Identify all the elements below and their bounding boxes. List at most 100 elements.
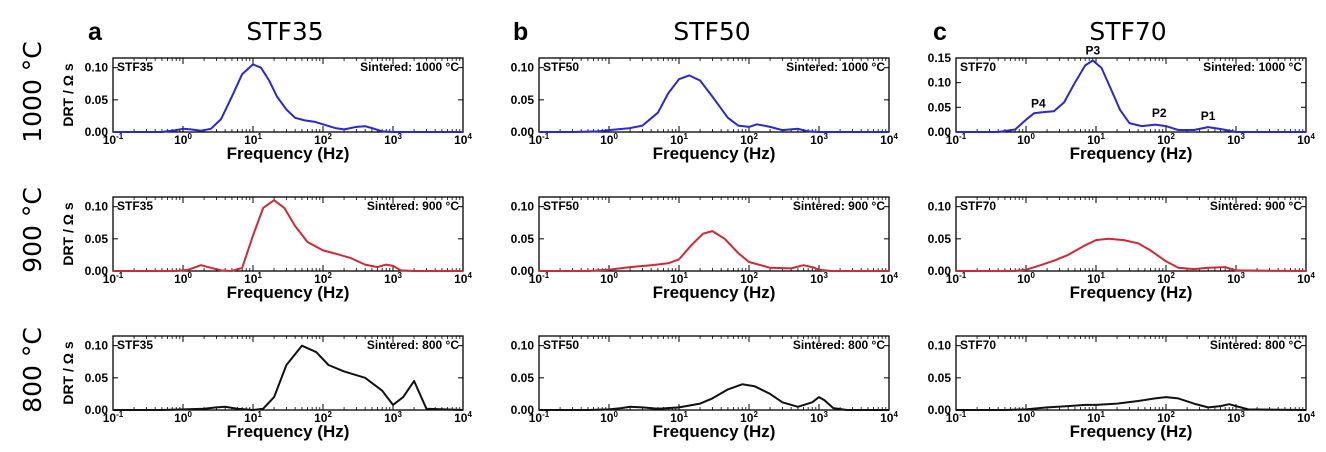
panel-sample-label: STF50 bbox=[543, 199, 579, 213]
panel-sample-label: STF70 bbox=[960, 60, 996, 74]
drt-series-line bbox=[113, 63, 463, 133]
column-title-stf35: STF35 bbox=[246, 17, 323, 46]
panel-letter-a: a bbox=[88, 18, 103, 46]
x-axis-label: Frequency (Hz) bbox=[653, 422, 776, 441]
y-tick-label: 0.05 bbox=[85, 371, 109, 385]
y-axis-label: DRT / Ω s bbox=[60, 341, 76, 405]
y-tick-label: 0.00 bbox=[511, 125, 535, 139]
x-axis-label: Frequency (Hz) bbox=[227, 283, 350, 302]
panel-sample-label: STF35 bbox=[117, 338, 153, 352]
y-tick-label: 0.05 bbox=[511, 371, 535, 385]
x-tick-label: 100 bbox=[600, 410, 618, 425]
y-tick-label: 0.05 bbox=[511, 232, 535, 246]
x-tick-label: 100 bbox=[1017, 410, 1035, 425]
x-axis-label: Frequency (Hz) bbox=[653, 144, 776, 163]
x-tick-label: 104 bbox=[454, 132, 472, 147]
x-tick-label: 103 bbox=[1227, 132, 1245, 147]
y-tick-label: 0.10 bbox=[928, 76, 952, 90]
plot-frame bbox=[955, 335, 1307, 411]
peak-label-p3: P3 bbox=[1085, 43, 1100, 57]
x-tick-label: 103 bbox=[1227, 271, 1245, 286]
y-tick-label: 0.10 bbox=[511, 61, 535, 75]
panel-sample-label: STF50 bbox=[543, 338, 579, 352]
drt-series-line bbox=[956, 396, 1307, 411]
x-tick-label: 103 bbox=[384, 271, 402, 286]
y-tick-label: 0.10 bbox=[928, 200, 952, 214]
panel-letter-b: b bbox=[513, 18, 528, 46]
x-tick-label: 104 bbox=[1297, 132, 1315, 147]
x-tick-label: 100 bbox=[1017, 271, 1035, 286]
x-tick-label: 104 bbox=[454, 410, 472, 425]
x-axis-label: Frequency (Hz) bbox=[1070, 422, 1193, 441]
y-tick-label: 0.05 bbox=[928, 371, 952, 385]
panel-stf70-1000: 10-1 100 101 102 103 1040.000.050.100.15STF70… bbox=[928, 43, 1316, 163]
panel-letter-c: c bbox=[933, 18, 947, 46]
x-tick-label: 103 bbox=[384, 132, 402, 147]
row-label-1000: 1000 °C bbox=[18, 41, 47, 143]
y-tick-label: 0.05 bbox=[511, 93, 535, 107]
x-tick-label: 100 bbox=[174, 410, 192, 425]
column-title-stf70: STF70 bbox=[1089, 17, 1166, 46]
drt-series-line bbox=[956, 59, 1306, 133]
plot-frame bbox=[112, 196, 464, 272]
sintering-annotation: Sintered: 900 °C bbox=[367, 199, 459, 213]
sintering-annotation: Sintered: 800 °C bbox=[367, 338, 459, 352]
y-tick-label: 0.05 bbox=[85, 232, 109, 246]
x-tick-label: 103 bbox=[810, 132, 828, 147]
peak-label-p1: P1 bbox=[1201, 109, 1216, 123]
x-axis-label: Frequency (Hz) bbox=[1070, 144, 1193, 163]
x-tick-label: 100 bbox=[600, 132, 618, 147]
x-axis-label: Frequency (Hz) bbox=[227, 144, 350, 163]
row-label-800: 800 °C bbox=[18, 327, 47, 413]
y-tick-label: 0.00 bbox=[928, 264, 952, 278]
y-tick-label: 0.10 bbox=[85, 200, 109, 214]
x-tick-label: 103 bbox=[1227, 410, 1245, 425]
y-tick-label: 0.00 bbox=[511, 403, 535, 417]
sintering-annotation: Sintered: 1000 °C bbox=[360, 60, 459, 74]
y-tick-label: 0.05 bbox=[928, 232, 952, 246]
y-tick-label: 0.00 bbox=[85, 264, 109, 278]
plot-frame bbox=[112, 57, 464, 133]
y-tick-label: 0.05 bbox=[928, 100, 952, 114]
drt-series-line bbox=[539, 230, 889, 272]
x-axis-label: Frequency (Hz) bbox=[227, 422, 350, 441]
x-tick-label: 104 bbox=[1297, 271, 1315, 286]
y-tick-label: 0.00 bbox=[85, 125, 109, 139]
x-tick-label: 103 bbox=[384, 410, 402, 425]
drt-series-line bbox=[956, 237, 1307, 272]
x-tick-label: 104 bbox=[1297, 410, 1315, 425]
y-tick-label: 0.10 bbox=[85, 61, 109, 75]
panel-sample-label: STF70 bbox=[960, 338, 996, 352]
panel-sample-label: STF35 bbox=[117, 60, 153, 74]
y-tick-label: 0.00 bbox=[928, 125, 952, 139]
y-tick-label: 0.00 bbox=[85, 403, 109, 417]
plot-frame bbox=[538, 196, 890, 272]
plot-frame bbox=[112, 335, 464, 411]
y-tick-label: 0.00 bbox=[511, 264, 535, 278]
sintering-annotation: Sintered: 1000 °C bbox=[786, 60, 885, 74]
y-axis-label: DRT / Ω s bbox=[60, 202, 76, 266]
drt-series-line bbox=[113, 344, 464, 411]
peak-label-p2: P2 bbox=[1152, 106, 1167, 120]
drt-series-line bbox=[113, 199, 463, 272]
x-tick-label: 100 bbox=[174, 271, 192, 286]
y-tick-label: 0.10 bbox=[511, 339, 535, 353]
column-title-stf50: STF50 bbox=[673, 17, 750, 46]
peak-label-p4: P4 bbox=[1031, 96, 1046, 110]
y-tick-label: 0.05 bbox=[85, 93, 109, 107]
x-axis-label: Frequency (Hz) bbox=[653, 283, 776, 302]
sintering-annotation: Sintered: 800 °C bbox=[1210, 338, 1302, 352]
x-tick-label: 104 bbox=[454, 271, 472, 286]
x-tick-label: 100 bbox=[174, 132, 192, 147]
plot-frame bbox=[955, 57, 1307, 133]
y-tick-label: 0.10 bbox=[85, 339, 109, 353]
x-tick-label: 103 bbox=[810, 410, 828, 425]
